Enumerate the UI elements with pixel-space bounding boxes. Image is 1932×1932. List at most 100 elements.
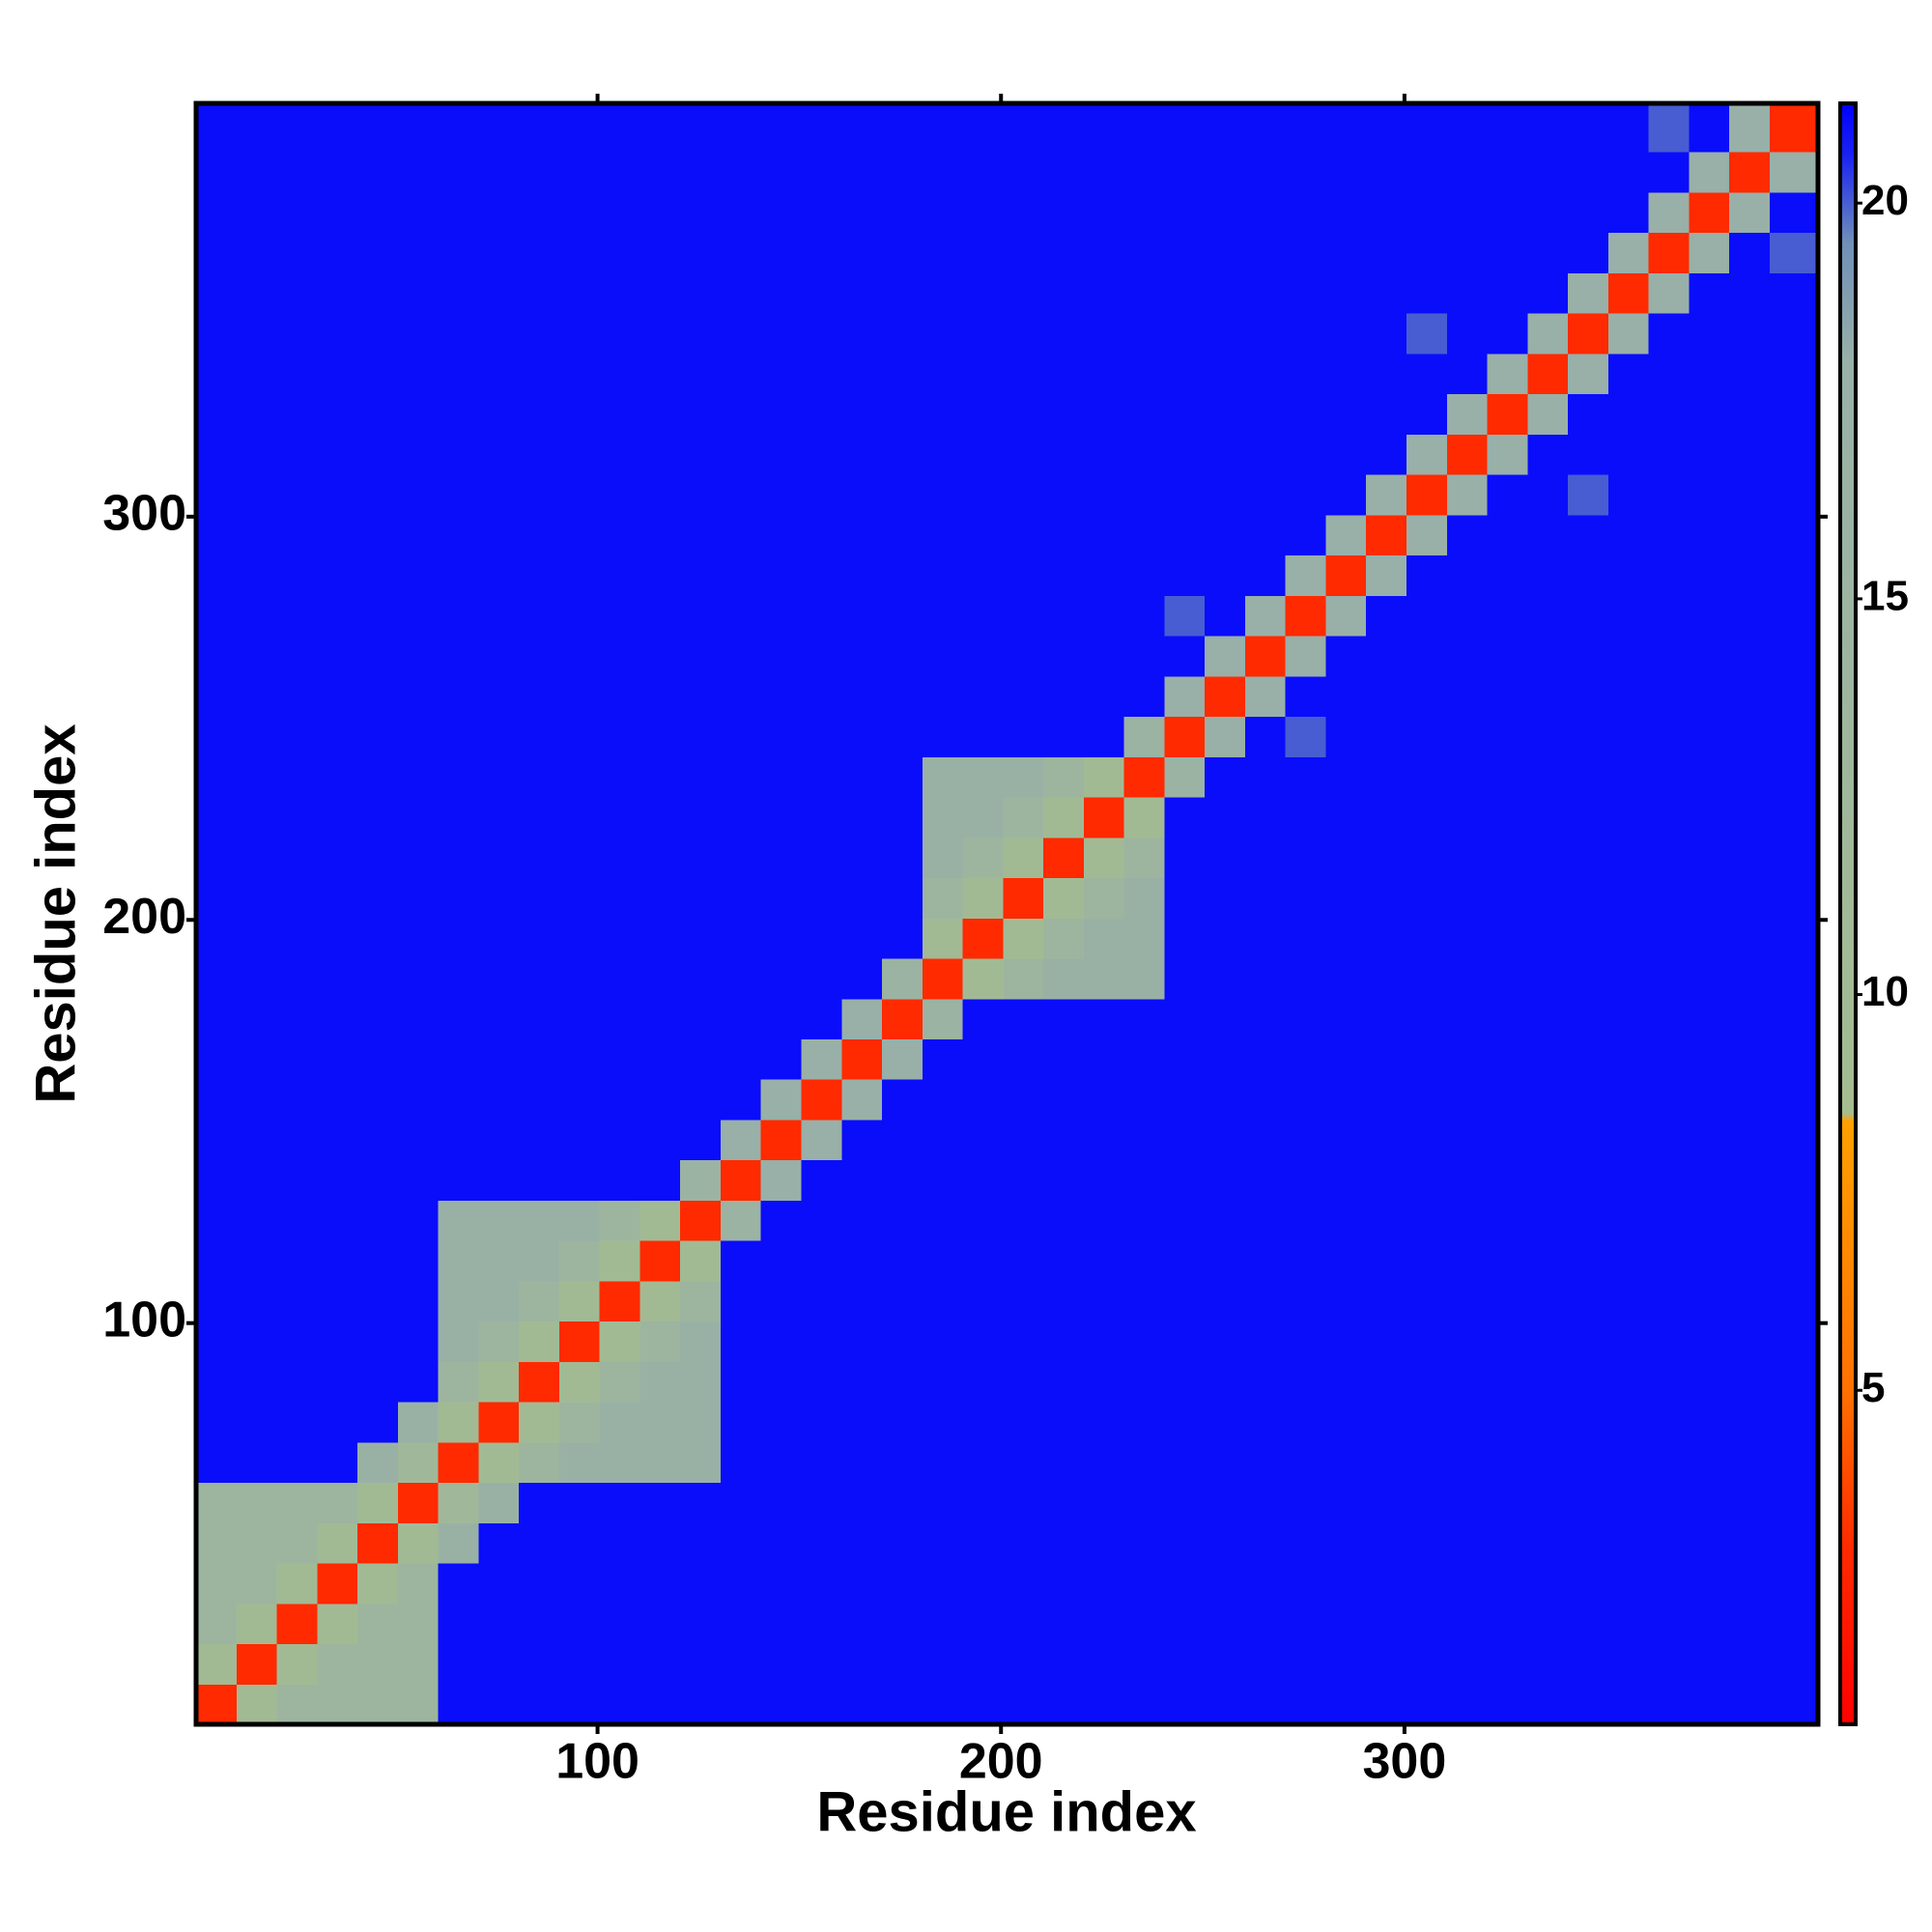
heatmap-cell bbox=[1325, 272, 1367, 314]
heatmap-cell bbox=[1043, 1563, 1085, 1605]
heatmap-cell bbox=[1205, 756, 1246, 798]
heatmap-cell bbox=[1446, 1643, 1489, 1685]
heatmap-cell bbox=[680, 957, 722, 1000]
heatmap-cell bbox=[1043, 1522, 1085, 1564]
heatmap-cell bbox=[1406, 635, 1448, 677]
heatmap-cell bbox=[1003, 1200, 1044, 1241]
heatmap-cell bbox=[1689, 1522, 1730, 1564]
heatmap-cell bbox=[1568, 1240, 1609, 1282]
heatmap-cell bbox=[397, 313, 440, 355]
heatmap-cell bbox=[841, 1563, 883, 1605]
heatmap-cell bbox=[599, 1280, 641, 1322]
heatmap-cell bbox=[1205, 957, 1246, 1000]
heatmap-cell bbox=[1164, 837, 1206, 879]
heatmap-cell bbox=[317, 1563, 358, 1605]
heatmap-cell bbox=[397, 796, 440, 838]
heatmap-cell bbox=[1244, 1684, 1287, 1725]
heatmap-cell bbox=[1729, 796, 1771, 838]
heatmap-cell bbox=[1285, 796, 1327, 838]
heatmap-cell bbox=[922, 353, 964, 395]
heatmap-cell bbox=[1729, 877, 1771, 919]
heatmap-cell bbox=[882, 877, 923, 919]
heatmap-cell bbox=[1406, 1522, 1448, 1564]
heatmap-cell bbox=[558, 434, 601, 475]
heatmap-cell bbox=[357, 877, 399, 919]
heatmap-cell bbox=[397, 1402, 440, 1443]
heatmap-cell bbox=[1648, 1563, 1690, 1605]
heatmap-cell bbox=[720, 1643, 762, 1685]
heatmap-cell bbox=[639, 1321, 681, 1362]
heatmap-cell bbox=[639, 232, 681, 273]
heatmap-cell bbox=[1729, 272, 1771, 314]
heatmap-cell bbox=[1648, 716, 1690, 757]
heatmap-cell bbox=[1689, 1563, 1730, 1605]
heatmap-cell bbox=[1083, 191, 1125, 234]
heatmap-cell bbox=[1164, 353, 1206, 395]
heatmap-cell bbox=[1366, 877, 1407, 919]
heatmap-cell bbox=[1123, 514, 1165, 556]
heatmap-cell bbox=[357, 191, 399, 234]
heatmap-cell bbox=[1366, 1522, 1407, 1564]
heatmap-cell bbox=[801, 103, 842, 153]
heatmap-cell bbox=[1043, 191, 1085, 234]
heatmap-cell bbox=[1406, 103, 1448, 153]
x-tick-label: 100 bbox=[555, 1734, 639, 1790]
heatmap-cell bbox=[1729, 1119, 1771, 1161]
heatmap-cell bbox=[1527, 756, 1569, 798]
heatmap-cell bbox=[1003, 474, 1044, 516]
heatmap-cell bbox=[962, 675, 1004, 718]
heatmap-cell bbox=[1527, 918, 1569, 959]
heatmap-cell bbox=[1285, 1079, 1327, 1121]
heatmap-cell bbox=[1527, 232, 1569, 273]
heatmap-cell bbox=[236, 103, 278, 153]
heatmap-cell bbox=[1325, 1321, 1367, 1362]
heatmap-cell bbox=[1043, 103, 1085, 153]
heatmap-cell bbox=[680, 635, 722, 677]
heatmap-cell bbox=[760, 918, 803, 959]
heatmap-cell bbox=[1769, 1119, 1819, 1161]
heatmap-cell bbox=[1285, 918, 1327, 959]
heatmap-cell bbox=[1366, 675, 1407, 718]
heatmap-cell bbox=[317, 1441, 358, 1484]
heatmap-cell bbox=[1003, 716, 1044, 757]
heatmap-cell bbox=[1285, 1200, 1327, 1241]
heatmap-cell bbox=[1769, 103, 1819, 153]
heatmap-cell bbox=[1366, 393, 1407, 435]
heatmap-cell bbox=[478, 434, 520, 475]
heatmap-cell bbox=[1366, 716, 1407, 757]
heatmap-cell bbox=[720, 1563, 762, 1605]
heatmap-cell bbox=[1689, 474, 1730, 516]
heatmap-cell bbox=[639, 675, 681, 718]
heatmap-cell bbox=[922, 1200, 964, 1241]
heatmap-cell bbox=[558, 554, 601, 596]
heatmap-cell bbox=[841, 393, 883, 435]
heatmap-cell bbox=[720, 514, 762, 556]
heatmap-cell bbox=[1648, 191, 1690, 234]
heatmap-cell bbox=[962, 554, 1004, 596]
heatmap-cell bbox=[236, 595, 278, 637]
heatmap-cell bbox=[276, 716, 318, 757]
heatmap-cell bbox=[882, 1603, 923, 1645]
heatmap-cell bbox=[519, 434, 560, 475]
heatmap-cell bbox=[1487, 1240, 1528, 1282]
heatmap-cell bbox=[1769, 635, 1819, 677]
heatmap-cell bbox=[1729, 393, 1771, 435]
heatmap-cell bbox=[397, 1482, 440, 1523]
heatmap-cell bbox=[599, 103, 641, 153]
heatmap-cell bbox=[397, 1119, 440, 1161]
heatmap-cell bbox=[1003, 837, 1044, 879]
heatmap-cell bbox=[478, 877, 520, 919]
heatmap-cell bbox=[1648, 877, 1690, 919]
heatmap-cell bbox=[1003, 1441, 1044, 1484]
heatmap-cell bbox=[1366, 272, 1407, 314]
heatmap-cell bbox=[1003, 353, 1044, 395]
heatmap-cell bbox=[236, 1402, 278, 1443]
heatmap-cell bbox=[357, 756, 399, 798]
heatmap-cell bbox=[841, 796, 883, 838]
heatmap-cell bbox=[882, 796, 923, 838]
heatmap-cell bbox=[196, 1643, 238, 1685]
heatmap-cell bbox=[1607, 474, 1650, 516]
heatmap-cell bbox=[599, 1119, 641, 1161]
heatmap-cell bbox=[1164, 554, 1206, 596]
heatmap-cell bbox=[317, 998, 358, 1039]
